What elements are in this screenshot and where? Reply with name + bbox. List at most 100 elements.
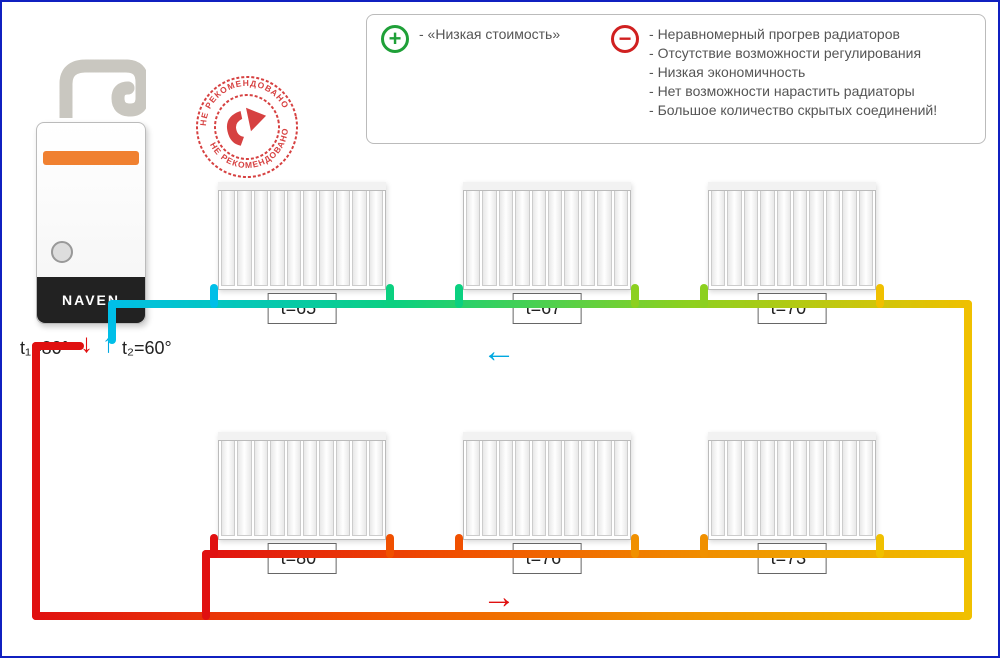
radiator-fin [760,436,774,536]
boiler-flue [56,58,146,118]
con-item: Неравномерный прогрев радиаторов [649,25,937,44]
radiator-temp-label: t=73° [758,543,827,574]
boiler: NAVEN [36,122,146,324]
radiator-body [463,432,631,540]
radiator-body [218,432,386,540]
not-recommended-stamp: НЕ РЕКОМЕНДОВАНО НЕ РЕКОМЕНДОВАНО [182,62,312,192]
radiator-header [218,182,386,191]
radiator-fin [336,186,350,286]
radiator-fin [303,186,317,286]
radiator-body [463,182,631,290]
radiator-fin [777,186,791,286]
supply-flow-arrow-icon: → [482,578,516,617]
cons-section: − Неравномерный прогрев радиаторовОтсутс… [611,25,971,119]
radiator-bottom-0: t=80° [202,432,402,564]
radiator-body [708,432,876,540]
bottom-rad-right-stub-1 [631,534,639,558]
radiator-fin [369,436,383,536]
radiator-fin [532,436,546,536]
radiator-fin [237,186,251,286]
radiator-fin [515,436,529,536]
top-rad-right-stub-1 [631,284,639,308]
info-panel: + - «Низкая стоимость» − Неравномерный п… [366,14,986,144]
radiator-fin [221,186,235,286]
radiator-fin [711,436,725,536]
supply-boiler-feed [32,342,84,350]
pro-text: - «Низкая стоимость» [419,25,560,44]
minus-icon: − [611,25,639,53]
radiator-fin [777,436,791,536]
bottom-rad-right-stub-0 [386,534,394,558]
radiator-fin [842,186,856,286]
radiator-fin [564,436,578,536]
radiator-temp-label: t=65° [268,293,337,324]
top-rad-left-stub-0 [210,284,218,308]
radiator-fin [287,436,301,536]
radiator-fin [597,436,611,536]
radiator-fin [499,186,513,286]
con-item: Большое количество скрытых соединений! [649,101,937,120]
top-rad-right-stub-0 [386,284,394,308]
return-temp-label: t₂=60° [122,338,172,359]
radiator-header [708,432,876,441]
top-rad-right-stub-2 [876,284,884,308]
radiator-fin [727,436,741,536]
bottom-row-header [202,550,972,558]
radiator-fin [254,436,268,536]
radiator-header [463,182,631,191]
radiator-fin [614,436,628,536]
radiator-fin [482,186,496,286]
radiator-fin [319,436,333,536]
con-item: Отсутствие возможности регулирования [649,44,937,63]
radiator-fin [744,186,758,286]
radiator-fin [369,186,383,286]
return-flow-arrow-icon: ← [482,332,516,371]
top-return-header [108,300,972,308]
radiator-fin [466,436,480,536]
radiator-header [463,432,631,441]
radiator-fin [597,186,611,286]
radiator-fin [270,186,284,286]
cons-list: Неравномерный прогрев радиаторовОтсутств… [649,25,937,119]
radiator-fin [548,186,562,286]
bottom-rad-left-stub-1 [455,534,463,558]
radiator-fin [744,436,758,536]
radiator-fin [727,186,741,286]
con-item: Нет возможности нарастить радиаторы [649,82,937,101]
bottom-row-left-link [202,550,210,620]
radiator-fin [352,186,366,286]
radiator-fin [336,436,350,536]
top-rad-left-stub-1 [455,284,463,308]
diagram-frame: + - «Низкая стоимость» − Неравномерный п… [0,0,1000,658]
radiator-fin [303,436,317,536]
radiator-header [708,182,876,191]
boiler-knob [51,241,73,263]
radiator-fin [221,436,235,536]
radiator-fin [564,186,578,286]
radiator-fin [270,436,284,536]
radiator-temp-label: t=70° [758,293,827,324]
radiator-fin [614,186,628,286]
radiator-temp-label: t=67° [513,293,582,324]
radiator-fin [859,436,873,536]
radiator-fin [581,186,595,286]
top-rad-left-stub-2 [700,284,708,308]
radiator-temp-label: t=76° [513,543,582,574]
radiator-fin [826,436,840,536]
radiator-fin [515,186,529,286]
radiator-fin [826,186,840,286]
radiator-fin [499,436,513,536]
return-to-boiler-stub [108,300,116,344]
plus-icon: + [381,25,409,53]
radiator-fin [482,436,496,536]
radiator-fin [581,436,595,536]
radiator-fin [760,186,774,286]
radiator-fin [532,186,546,286]
radiator-fin [711,186,725,286]
radiator-fin [842,436,856,536]
radiator-top-0: t=65° [202,182,402,314]
radiator-fin [809,186,823,286]
supply-left-riser [32,342,40,620]
radiator-fin [548,436,562,536]
radiator-top-1: t=67° [447,182,647,314]
